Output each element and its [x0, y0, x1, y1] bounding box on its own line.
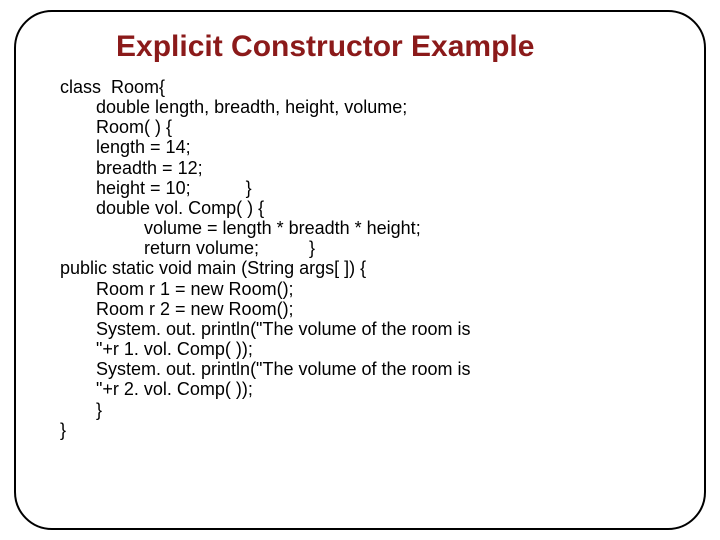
code-line: Room( ) {: [96, 117, 660, 137]
code-line: Room r 2 = new Room();: [96, 299, 660, 319]
slide-title: Explicit Constructor Example: [116, 30, 660, 63]
code-line: System. out. println("The volume of the …: [96, 319, 660, 339]
code-line: "+r 2. vol. Comp( ));: [96, 379, 660, 399]
code-line: height = 10; }: [96, 178, 660, 198]
code-line: volume = length * breadth * height;: [144, 218, 660, 238]
code-line: System. out. println("The volume of the …: [96, 359, 660, 379]
slide-frame: Explicit Constructor Example class Room{…: [14, 10, 706, 530]
code-block: class Room{double length, breadth, heigh…: [60, 77, 660, 440]
code-line: Room r 1 = new Room();: [96, 279, 660, 299]
code-line: "+r 1. vol. Comp( ));: [96, 339, 660, 359]
code-line: class Room{: [60, 77, 660, 97]
code-line: return volume; }: [144, 238, 660, 258]
code-line: }: [60, 420, 660, 440]
code-line: breadth = 12;: [96, 158, 660, 178]
code-line: double vol. Comp( ) {: [96, 198, 660, 218]
code-line: double length, breadth, height, volume;: [96, 97, 660, 117]
code-line: length = 14;: [96, 137, 660, 157]
code-line: }: [96, 400, 660, 420]
code-line: public static void main (String args[ ])…: [60, 258, 660, 278]
